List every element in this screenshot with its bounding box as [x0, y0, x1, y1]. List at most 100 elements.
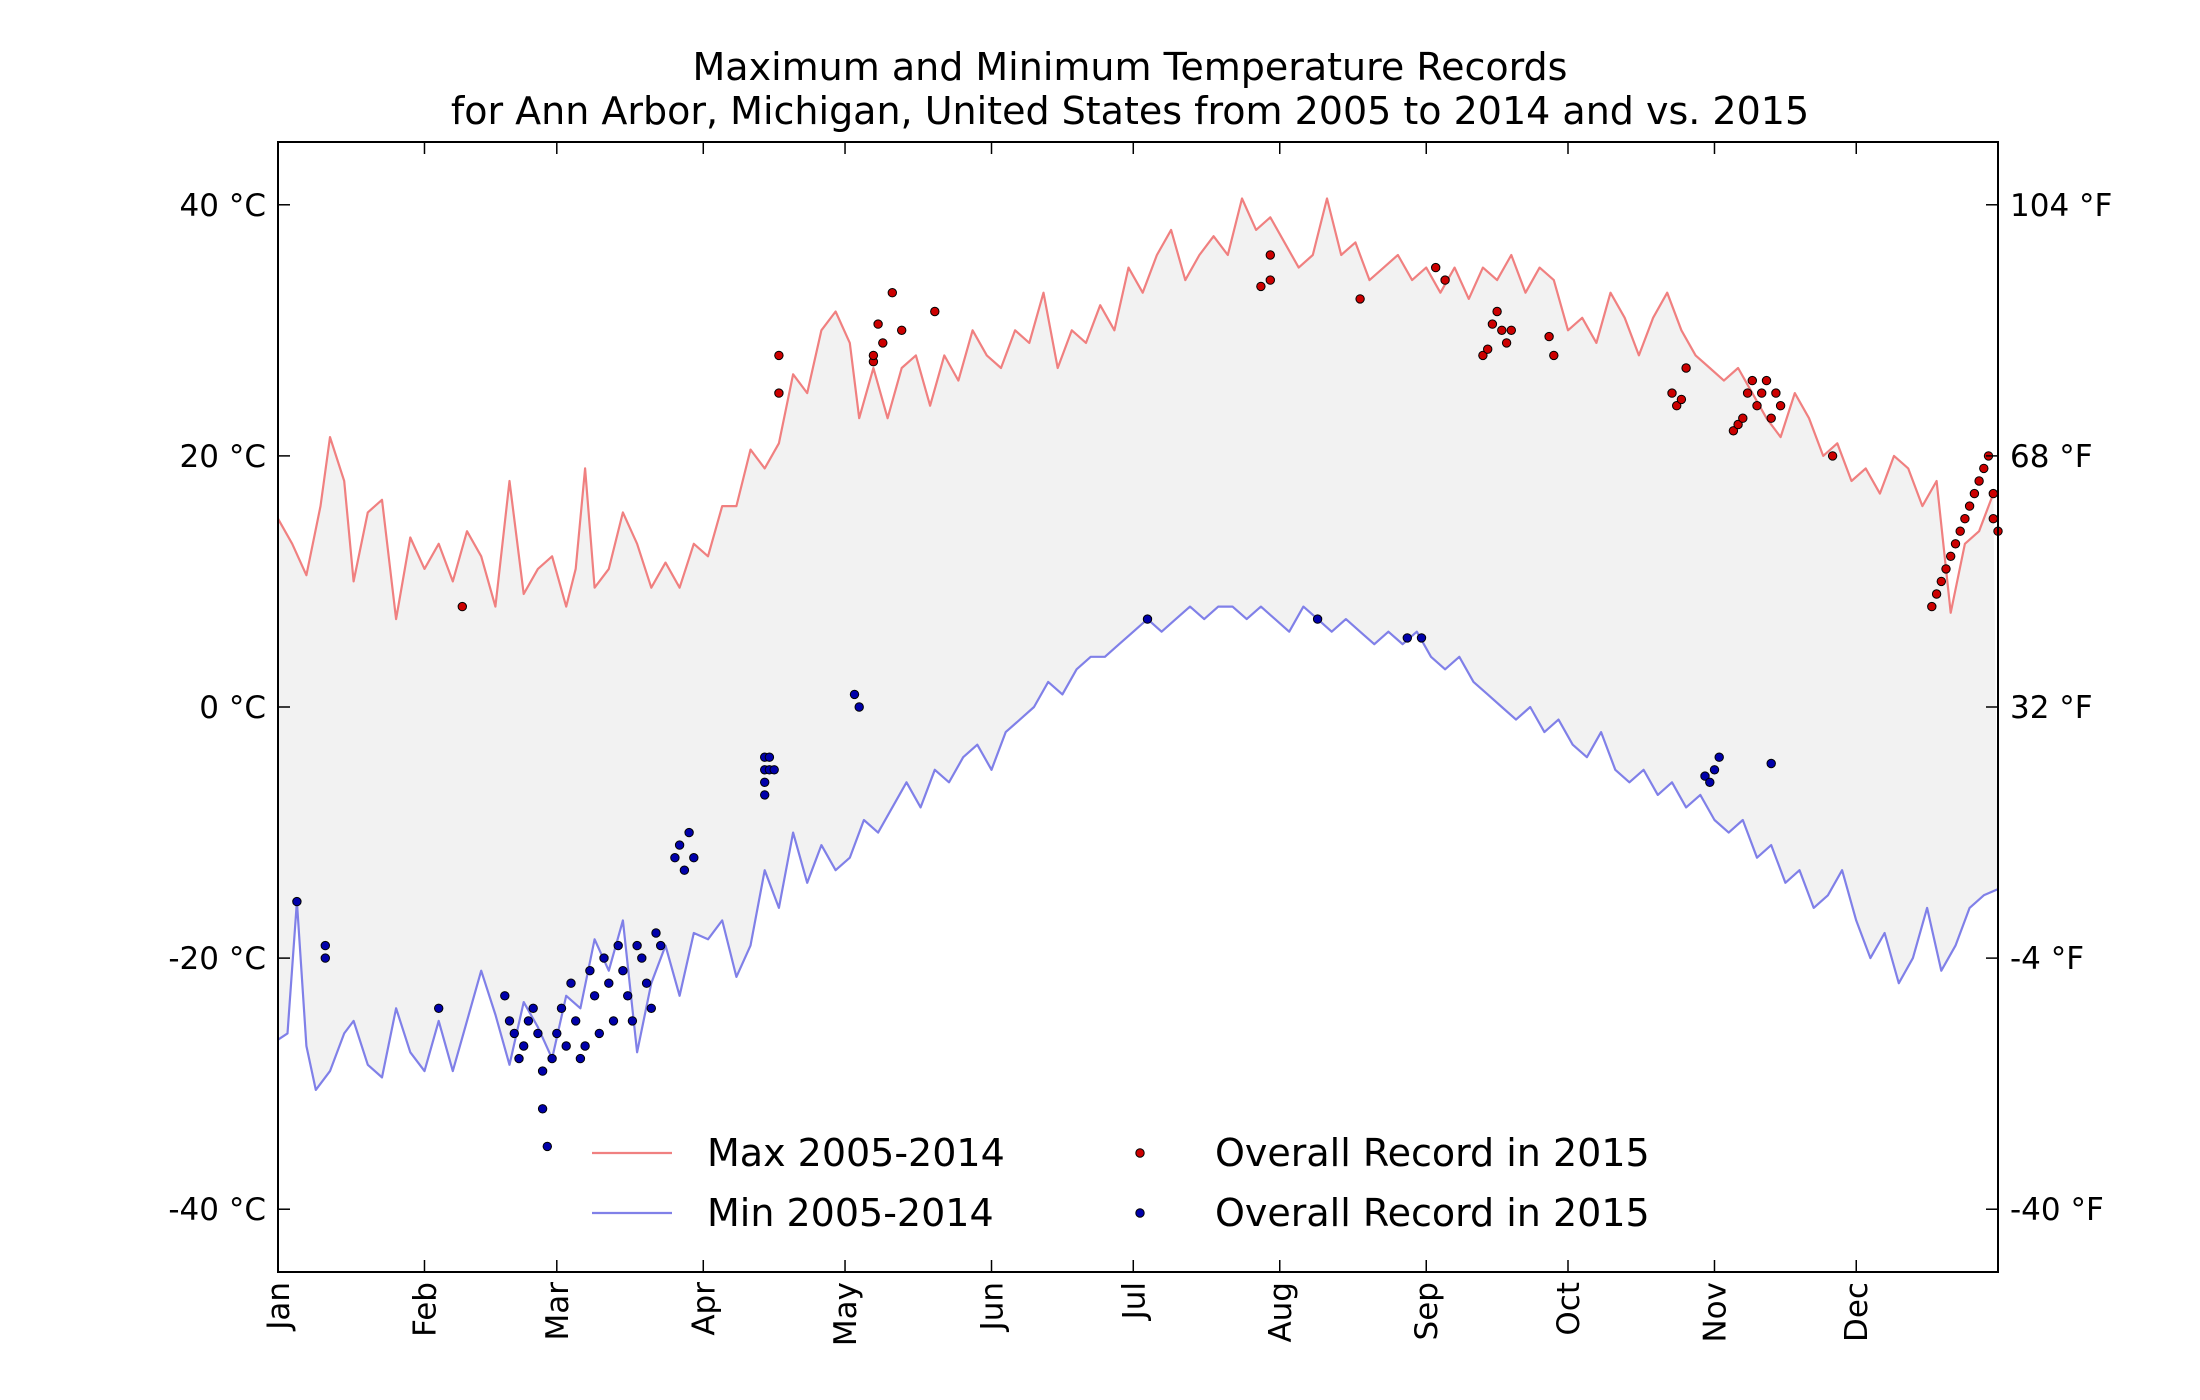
point-record-low	[854, 702, 864, 712]
point-record-high	[1492, 306, 1502, 317]
point-record-high	[1931, 589, 1942, 599]
point-record-high	[1969, 488, 1980, 499]
series-points	[292, 250, 2003, 1152]
point-record-low	[542, 1141, 552, 1152]
point-record-low	[632, 940, 642, 951]
point-record-high	[1256, 281, 1266, 292]
legend-label: Overall Record in 2015	[1215, 1191, 1650, 1235]
point-record-high	[1964, 501, 1975, 511]
point-record-low	[509, 1028, 519, 1039]
y-tick-label: -20 °C	[168, 941, 266, 977]
x-tick-label: Mar	[540, 1282, 576, 1341]
x-tick-label: Oct	[1551, 1282, 1587, 1336]
point-record-high	[1549, 350, 1559, 361]
point-record-low	[434, 1003, 444, 1013]
point-record-high	[1355, 294, 1365, 304]
point-record-high	[930, 306, 940, 317]
point-record-low	[519, 1041, 529, 1051]
point-record-low	[547, 1053, 557, 1064]
point-record-low	[1709, 765, 1720, 775]
legend-label: Min 2005-2014	[707, 1191, 994, 1235]
y-tick-label: 20 °C	[180, 439, 266, 475]
point-record-low	[514, 1053, 524, 1064]
y2-tick-label: 68 °F	[2010, 439, 2093, 475]
fill-between-area	[278, 198, 1998, 1090]
point-record-high	[1757, 388, 1767, 398]
point-record-low	[1766, 758, 1776, 769]
y-tick-label: 0 °C	[199, 690, 266, 726]
x-tick-label: Aug	[1263, 1282, 1299, 1343]
point-record-low	[637, 953, 647, 963]
x-tick-label: Feb	[407, 1282, 443, 1337]
point-record-high	[1483, 344, 1493, 354]
y-tick-label: 40 °C	[180, 188, 266, 224]
point-record-low	[689, 853, 699, 863]
point-record-low	[679, 865, 690, 875]
point-record-high	[1544, 331, 1554, 342]
legend-swatch-point	[1135, 1148, 1145, 1158]
point-record-high	[868, 350, 879, 361]
point-record-high	[1265, 250, 1276, 260]
point-record-high	[1738, 413, 1748, 423]
point-record-high	[1431, 262, 1441, 273]
point-record-low	[552, 1028, 562, 1039]
point-record-high	[1742, 388, 1753, 398]
point-record-high	[878, 338, 888, 348]
point-record-high	[1988, 514, 1999, 524]
axes: 40 °C 20 °C 0 °C -20 °C -40 °C 104 °F 68 °F 32 …	[168, 141, 2112, 1346]
x-tick-label: Apr	[686, 1282, 722, 1336]
point-record-high	[1979, 463, 1989, 474]
point-record-high	[1766, 413, 1776, 423]
legend-label: Overall Record in 2015	[1215, 1131, 1650, 1175]
point-record-high	[1955, 526, 1965, 536]
point-record-high	[1988, 488, 1999, 499]
point-record-low	[594, 1028, 604, 1039]
x-tick-label: Jun	[975, 1282, 1011, 1332]
point-record-high	[1676, 394, 1687, 405]
point-record-low	[571, 1016, 581, 1026]
point-record-low	[537, 1066, 548, 1076]
point-record-high	[1672, 401, 1682, 411]
point-record-low	[769, 765, 779, 775]
point-record-low	[320, 940, 330, 951]
x-tick-label: Jul	[1116, 1282, 1152, 1321]
point-record-high	[873, 319, 883, 329]
point-record-low	[575, 1053, 586, 1064]
point-record-low	[585, 966, 595, 976]
point-record-high	[1478, 350, 1488, 361]
point-record-low	[589, 991, 600, 1001]
point-record-low	[684, 827, 694, 838]
point-record-low	[618, 966, 628, 976]
point-record-high	[1681, 363, 1691, 373]
y-tick-label: -40 °C	[168, 1192, 266, 1228]
point-record-low	[760, 777, 770, 787]
point-record-low	[604, 978, 614, 988]
point-record-low	[1700, 771, 1710, 781]
point-record-high	[1728, 426, 1739, 436]
point-record-low	[1705, 777, 1715, 787]
point-record-high	[887, 288, 897, 298]
point-record-high	[1501, 338, 1512, 348]
point-record-low	[599, 953, 609, 963]
point-record-low	[556, 1003, 567, 1013]
point-record-high	[1771, 388, 1781, 398]
point-record-low	[674, 840, 685, 850]
series-line-min	[277, 605, 1999, 1091]
point-record-low	[561, 1041, 571, 1051]
x-tick-label: Nov	[1697, 1282, 1733, 1343]
point-record-high	[1265, 275, 1276, 285]
point-record-low	[608, 1016, 619, 1026]
point-record-low	[580, 1041, 590, 1051]
series-line-max	[277, 197, 1995, 621]
point-record-high	[1936, 576, 1947, 587]
point-record-high	[1775, 401, 1786, 411]
point-record-low	[764, 752, 775, 762]
x-tick-label: Jan	[261, 1282, 297, 1332]
point-record-high	[1974, 476, 1984, 486]
point-record-low	[613, 940, 623, 951]
legend: Max 2005-2014 Min 2005-2014 Overall Record…	[592, 1131, 1650, 1235]
point-record-high	[1941, 564, 1951, 574]
point-record-low	[528, 1003, 538, 1013]
point-record-high	[1827, 451, 1838, 461]
